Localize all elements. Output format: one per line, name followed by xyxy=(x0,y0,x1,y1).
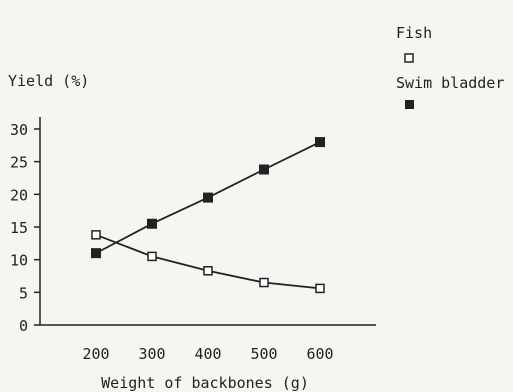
data-point-swim-bladder xyxy=(203,192,213,203)
x-tick-label: 300 xyxy=(138,345,165,363)
series-layer xyxy=(91,137,325,294)
y-tick-label: 0 xyxy=(19,317,28,335)
y-tick-label: 10 xyxy=(10,252,28,270)
y-tick-label: 15 xyxy=(10,219,28,237)
data-point-fish xyxy=(91,230,101,240)
legend-marker-fish xyxy=(404,53,414,63)
x-tick-label: 200 xyxy=(82,345,109,363)
series-line-fish xyxy=(95,234,321,290)
y-ticks: 0 5 10 15 20 25 30 xyxy=(10,121,40,335)
legend-marker-swim-bladder xyxy=(405,100,414,109)
x-tick-label: 600 xyxy=(306,345,333,363)
y-tick-label: 30 xyxy=(10,121,28,139)
data-point-fish xyxy=(203,266,213,276)
data-point-swim-bladder xyxy=(91,248,101,259)
y-tick-label: 25 xyxy=(10,154,28,172)
legend: Fish Swim bladder xyxy=(396,24,504,109)
legend-label-swim-bladder: Swim bladder xyxy=(396,74,504,92)
x-tick-label: 500 xyxy=(250,345,277,363)
data-point-swim-bladder xyxy=(147,218,157,229)
data-point-swim-bladder xyxy=(259,164,269,175)
x-ticks: 200 300 400 500 600 xyxy=(82,345,333,363)
x-tick-label: 400 xyxy=(194,345,221,363)
y-axis-label: Yield (%) xyxy=(8,72,89,90)
y-tick-label: 5 xyxy=(19,284,28,302)
y-tick-label: 20 xyxy=(10,186,28,204)
data-point-fish xyxy=(147,251,157,262)
data-point-swim-bladder xyxy=(315,137,325,148)
data-point-fish xyxy=(315,283,325,294)
data-point-fish xyxy=(259,277,269,288)
x-axis-label: Weight of backbones (g) xyxy=(101,374,309,392)
legend-label-fish: Fish xyxy=(396,24,432,42)
